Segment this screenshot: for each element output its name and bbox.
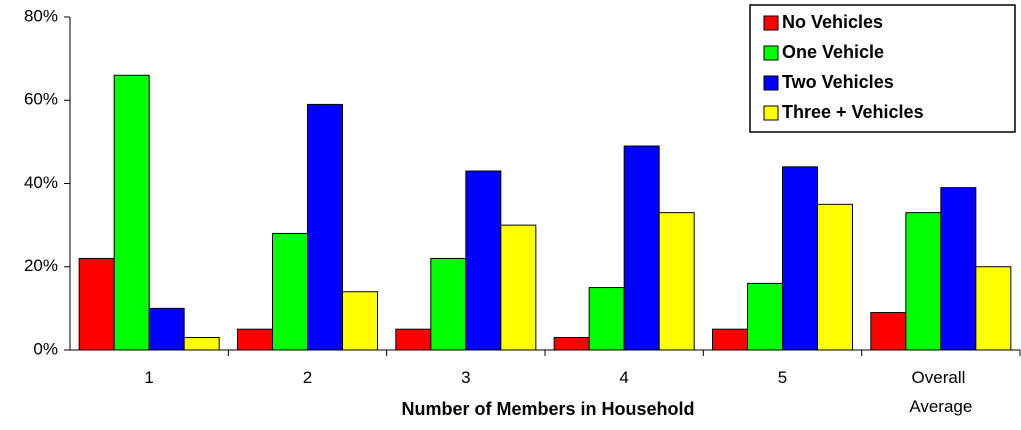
bar <box>975 266 1012 351</box>
bar <box>747 282 783 351</box>
bar <box>588 287 625 351</box>
bar <box>113 74 150 351</box>
x-tick-label: Overall Average <box>909 368 972 416</box>
bar <box>940 187 977 351</box>
x-tick-label: 2 <box>303 368 312 387</box>
legend-label: Three + Vehicles <box>782 102 924 122</box>
legend-box <box>749 4 1016 133</box>
y-tick-label: 80% <box>24 6 58 25</box>
bar <box>782 166 818 351</box>
bar <box>553 337 590 351</box>
x-axis-title: Number of Members in Household <box>401 399 694 419</box>
bar <box>183 337 220 351</box>
bar <box>148 307 185 351</box>
x-tick-label: 5 <box>778 368 787 387</box>
legend-label: One Vehicle <box>782 42 884 62</box>
x-tick-label: 1 <box>144 368 153 387</box>
bar <box>342 291 378 351</box>
bar <box>905 212 942 351</box>
legend-swatch <box>763 75 779 91</box>
bar <box>395 328 432 351</box>
legend-swatch <box>763 45 779 61</box>
y-tick-label: 60% <box>24 90 58 109</box>
bar <box>817 203 853 351</box>
bar <box>307 103 343 351</box>
x-tick-label: 4 <box>619 368 628 387</box>
bar <box>78 257 115 351</box>
bar <box>500 224 537 351</box>
legend-label: Two Vehicles <box>782 72 894 92</box>
bar <box>465 170 502 351</box>
bar <box>430 257 467 351</box>
bar <box>237 328 273 351</box>
bar <box>658 212 695 351</box>
bar <box>272 232 308 351</box>
legend-swatch <box>763 105 779 121</box>
legend-label: No Vehicles <box>782 12 883 32</box>
bar <box>623 145 660 351</box>
x-tick-label: 3 <box>461 368 470 387</box>
bar <box>870 312 907 351</box>
y-tick-label: 0% <box>33 339 58 358</box>
y-tick-label: 20% <box>24 256 58 275</box>
y-tick-label: 40% <box>24 173 58 192</box>
bar <box>712 328 748 351</box>
legend-swatch <box>763 15 779 31</box>
